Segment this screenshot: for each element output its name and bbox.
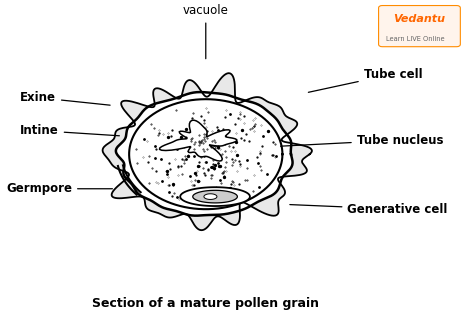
Text: Tube nucleus: Tube nucleus bbox=[281, 134, 443, 146]
Text: Learn LIVE Online: Learn LIVE Online bbox=[386, 36, 445, 42]
Text: Tube cell: Tube cell bbox=[309, 68, 422, 92]
Text: Vedantu: Vedantu bbox=[393, 14, 445, 24]
Text: vacuole: vacuole bbox=[183, 4, 229, 59]
FancyBboxPatch shape bbox=[379, 5, 460, 47]
Text: Exine: Exine bbox=[20, 91, 110, 105]
Polygon shape bbox=[193, 190, 237, 203]
Polygon shape bbox=[102, 73, 312, 230]
Polygon shape bbox=[204, 194, 217, 199]
Polygon shape bbox=[116, 92, 292, 216]
Text: Generative cell: Generative cell bbox=[290, 203, 448, 216]
Polygon shape bbox=[129, 99, 283, 209]
Text: Germpore: Germpore bbox=[6, 182, 112, 195]
Text: Section of a mature pollen grain: Section of a mature pollen grain bbox=[92, 297, 319, 310]
Text: Intine: Intine bbox=[20, 124, 119, 137]
Polygon shape bbox=[160, 120, 237, 161]
Polygon shape bbox=[102, 73, 312, 230]
Polygon shape bbox=[180, 187, 250, 206]
